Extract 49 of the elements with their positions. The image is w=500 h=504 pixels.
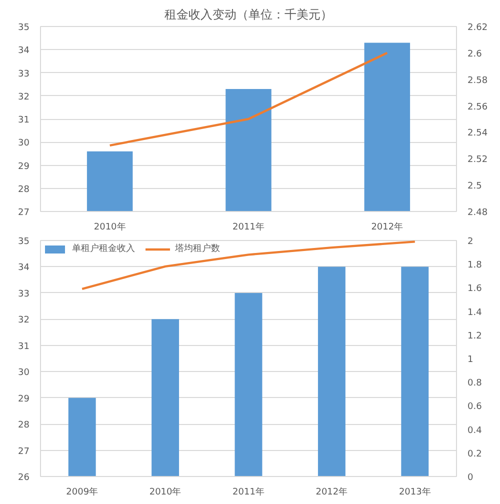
y2-tick-label: 1.2 [468,331,482,342]
x-tick-label: 2010年 [94,222,126,232]
y2-tick-label: 2 [468,237,474,247]
x-tick-label: 2011年 [232,486,264,498]
x-tick-label: 2012年 [371,222,404,232]
y-tick-label: 35 [18,237,30,247]
y2-tick-label: 1.8 [468,260,482,271]
y2-tick-label: 1 [468,355,474,365]
chart-title: 租金收入变动（单位：千美元） [164,8,332,22]
legend-label: 单租户租金收入 [72,242,135,255]
legend-label: 塔均租户数 [175,242,220,255]
y2-tick-label: 2.62 [468,23,488,33]
y2-tick-label: 0.2 [468,449,482,460]
y2-tick-label: 2.52 [468,155,488,166]
y2-tick-label: 2.58 [468,76,488,86]
y2-tick-label: 2.54 [468,128,488,139]
x-tick-label: 2010年 [149,486,182,498]
x-tick-label: 2011年 [232,222,264,232]
y2-tick-label: 0.4 [468,426,482,436]
y-tick-label: 34 [18,263,30,274]
y2-tick-label: 1.6 [468,284,482,294]
y-tick-label: 28 [18,420,30,431]
y2-tick-label: 2.56 [468,102,488,112]
x-tick-label: 2009年 [66,486,98,498]
y-tick-label: 31 [18,342,30,352]
y2-tick-label: 2.5 [468,182,482,192]
y-tick-label: 29 [18,162,30,172]
y-tick-label: 32 [18,316,30,326]
y-tick-label: 29 [18,394,30,404]
x-tick-label: 2012年 [316,486,348,498]
y-tick-label: 26 [18,473,30,483]
y-tick-label: 27 [18,446,30,457]
y2-tick-label: 1.4 [468,308,482,318]
y-tick-label: 32 [18,92,30,102]
y2-tick-label: 2.6 [468,49,482,60]
y-tick-label: 28 [18,184,30,195]
y-tick-label: 34 [18,46,30,56]
y-tick-label: 30 [18,138,30,149]
y-tick-label: 33 [18,289,30,300]
y-tick-label: 31 [18,116,30,126]
y-tick-label: 30 [18,368,30,378]
y2-tick-label: 0.6 [468,402,482,412]
y2-tick-label: 2.48 [468,208,488,218]
y-tick-label: 35 [18,23,30,33]
y2-tick-label: 0 [468,473,474,483]
y-tick-label: 33 [18,69,30,80]
x-tick-label: 2013年 [398,486,431,498]
y-tick-label: 27 [18,208,30,218]
y2-tick-label: 0.8 [468,378,482,389]
